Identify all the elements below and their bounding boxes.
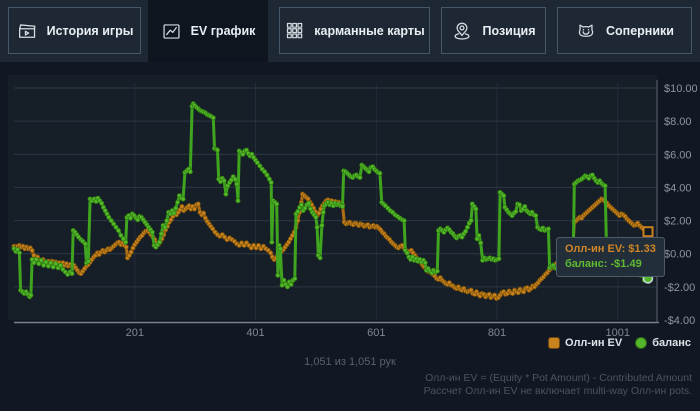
ev-chart[interactable]: $10.00 $8.00 $6.00 $4.00 $2.00 $0.00 -$2.00 -$4… [0, 62, 700, 345]
legend-label: баланс [652, 337, 691, 349]
tooltip-all-in-ev: Олл-ин EV: $1.33 [565, 243, 656, 255]
tab-ev-graph[interactable]: EV график [148, 0, 268, 62]
y-tick-label: $10.00 [664, 83, 698, 95]
ev-formula-line1: Олл-ин EV = (Equity * Pot Amount) - Cont… [425, 372, 692, 384]
tab-game-history[interactable]: История игры [8, 7, 141, 54]
x-tick-label: 401 [246, 327, 264, 339]
y-tick-label: -$2.00 [664, 282, 695, 294]
y-tick-label: $0.00 [664, 249, 692, 261]
all-in-ev-swatch [548, 337, 561, 349]
x-tick-label: 801 [488, 327, 506, 339]
chart-tooltip: Олл-ин EV: $1.33 баланс: -$1.49 [556, 237, 665, 277]
chart-legend: Олл-ин EV баланс [548, 337, 691, 349]
y-tick-label: $4.00 [664, 182, 692, 194]
x-tick-label: 201 [126, 327, 144, 339]
legend-item-all-in-ev[interactable]: Олл-ин EV [548, 337, 622, 349]
tab-pocket-cards[interactable]: карманные карты [279, 7, 430, 54]
y-tick-label: $2.00 [664, 216, 692, 228]
location-pin-icon [451, 20, 473, 42]
tab-label: Соперники [606, 23, 674, 38]
tab-position[interactable]: Позиция [441, 7, 546, 54]
tab-bar: История игры EV график карманные карты [0, 0, 700, 62]
legend-label: Олл-ин EV [565, 337, 623, 349]
balance-swatch [635, 337, 648, 349]
tab-label: История игры [46, 23, 134, 38]
y-tick-label: -$4.00 [664, 315, 695, 327]
tab-opponents[interactable]: Соперники [557, 7, 692, 54]
end-marker-all-in-ev [642, 226, 654, 238]
tab-label: карманные карты [314, 23, 425, 38]
ev-formula-note: Олл-ин EV = (Equity * Pot Amount) - Cont… [424, 372, 692, 398]
series-balance [11, 101, 651, 300]
hands-count-status: 1,051 из 1,051 рук [304, 356, 396, 368]
y-tick-label: $8.00 [664, 116, 692, 128]
tab-label: EV график [190, 24, 256, 38]
plot-area [8, 75, 657, 320]
line-chart-icon [161, 21, 182, 42]
clapperboard-icon [16, 20, 38, 42]
x-tick-label: 1001 [606, 327, 630, 339]
x-tick-label: 601 [367, 327, 385, 339]
ev-formula-line2: Рассчет Олл-ин EV не включает multi-way … [423, 385, 692, 397]
cat-icon [575, 20, 597, 42]
grid-icon [284, 20, 305, 41]
y-tick-label: $6.00 [664, 149, 692, 161]
tab-label: Позиция [482, 23, 536, 38]
tooltip-balance: баланс: -$1.49 [565, 258, 642, 270]
legend-item-balance[interactable]: баланс [635, 337, 691, 349]
